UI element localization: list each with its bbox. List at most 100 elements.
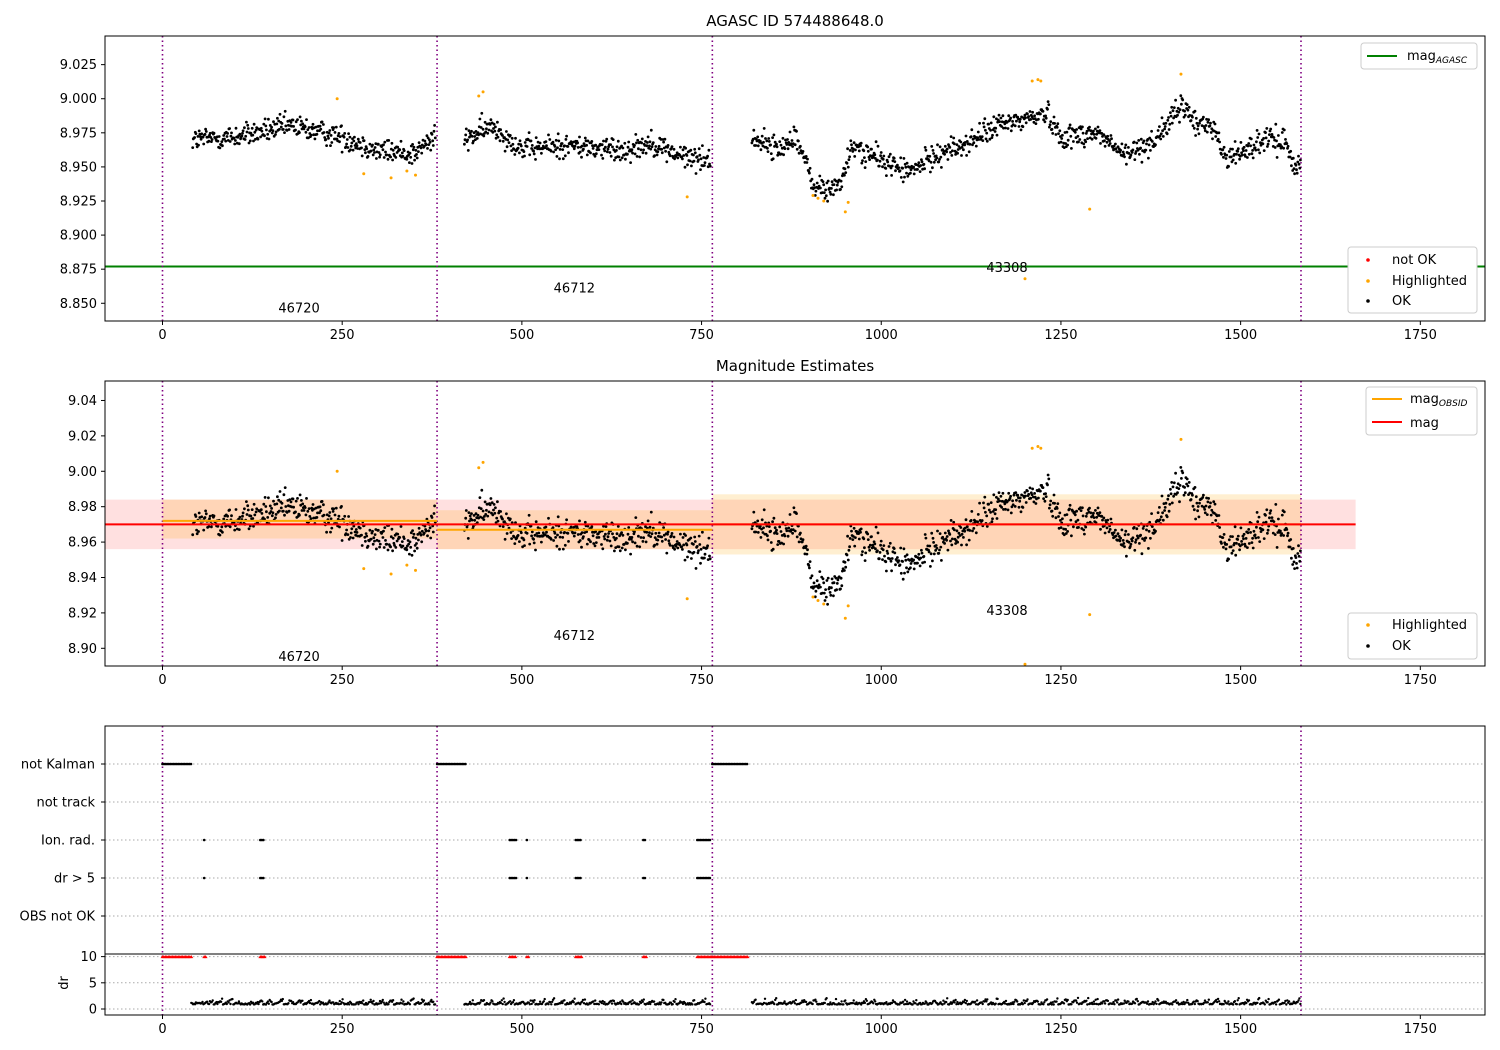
dr-point xyxy=(1136,1000,1140,1003)
ok-point xyxy=(408,151,412,155)
ok-point xyxy=(1137,139,1141,142)
ok-point xyxy=(537,144,541,148)
ok-point xyxy=(473,135,477,138)
ok-point xyxy=(603,149,607,153)
ok-point xyxy=(1277,134,1280,137)
ok-point xyxy=(597,148,601,152)
ok-point xyxy=(1202,115,1205,119)
ok-point xyxy=(1034,122,1038,125)
dr-point xyxy=(502,997,505,1000)
ok-point xyxy=(315,132,319,136)
ok-point xyxy=(228,140,232,143)
ok-point xyxy=(804,155,808,158)
ok-point xyxy=(1135,527,1139,531)
ok-point xyxy=(848,545,851,549)
dr-point xyxy=(201,1000,204,1004)
dr-point xyxy=(309,998,313,1002)
ok-point xyxy=(870,147,873,151)
x-tick-label: 500 xyxy=(509,1022,534,1037)
ok-point xyxy=(345,142,348,146)
ok-point xyxy=(941,535,945,539)
ok-point xyxy=(296,118,299,121)
ok-point xyxy=(259,126,263,130)
ok-point xyxy=(630,148,634,152)
ok-point xyxy=(375,157,378,160)
ok-point xyxy=(392,541,396,545)
ok-point xyxy=(1286,144,1290,148)
ok-point xyxy=(1050,127,1054,131)
dr-point xyxy=(983,1000,986,1003)
ok-point xyxy=(611,145,614,149)
dr-point xyxy=(647,1002,650,1006)
dr-point xyxy=(1045,998,1049,1001)
ok-point xyxy=(876,531,880,535)
flag-row-label: OBS not OK xyxy=(20,910,96,925)
ok-point xyxy=(1246,531,1250,535)
ok-point xyxy=(1209,131,1213,134)
ok-point xyxy=(270,514,274,518)
ok-point xyxy=(695,545,699,548)
ok-point xyxy=(860,553,864,557)
ok-point xyxy=(394,156,398,159)
dr-point xyxy=(348,1003,351,1006)
ok-point xyxy=(809,576,813,580)
ok-point xyxy=(706,544,709,548)
ok-point xyxy=(294,128,297,132)
ok-point xyxy=(797,151,801,155)
highlighted-point xyxy=(1036,78,1040,82)
ok-point xyxy=(472,514,476,517)
ok-point xyxy=(329,517,333,521)
ok-point xyxy=(633,530,636,534)
ok-point xyxy=(784,527,788,530)
dr-point xyxy=(704,997,707,1000)
highlighted-point xyxy=(1088,207,1092,211)
ok-point xyxy=(525,145,529,148)
ok-point xyxy=(775,145,779,149)
ok-point xyxy=(808,566,811,570)
ok-point xyxy=(642,536,645,540)
dr-capped-marker xyxy=(644,955,649,959)
ok-point xyxy=(1233,542,1236,545)
ok-point xyxy=(1270,516,1274,519)
ok-point xyxy=(1247,152,1251,156)
dr-point xyxy=(1226,1002,1229,1005)
ok-point xyxy=(960,543,963,547)
ok-point xyxy=(1299,158,1302,162)
dr-point xyxy=(340,1001,343,1004)
ok-point xyxy=(488,503,492,507)
ok-point xyxy=(220,140,224,144)
ok-point xyxy=(888,541,892,545)
dr-point xyxy=(902,1000,905,1003)
ok-point xyxy=(860,161,864,165)
ok-point xyxy=(1013,505,1017,508)
ok-point xyxy=(653,543,656,547)
ok-point xyxy=(399,139,403,143)
ok-point xyxy=(1218,140,1221,144)
ok-point xyxy=(938,158,941,161)
ok-point xyxy=(1133,158,1137,162)
ok-point xyxy=(1251,546,1255,550)
ok-point xyxy=(920,551,924,555)
ok-point xyxy=(280,122,284,125)
ok-point xyxy=(775,142,778,146)
ok-point xyxy=(795,535,799,539)
dr-point xyxy=(1122,1002,1126,1005)
ok-point xyxy=(358,141,362,144)
ok-point xyxy=(1019,128,1023,132)
ok-point xyxy=(1116,145,1120,149)
ok-point xyxy=(1100,132,1104,135)
ok-point xyxy=(995,495,998,499)
ok-point xyxy=(309,517,313,520)
dr-point xyxy=(600,1001,603,1005)
ok-point xyxy=(298,115,302,119)
ok-point xyxy=(1255,129,1259,132)
ok-point xyxy=(549,537,553,541)
ok-point xyxy=(917,552,921,556)
ok-point xyxy=(433,136,437,140)
ok-point xyxy=(701,144,704,148)
ok-point xyxy=(931,166,934,170)
ok-point xyxy=(644,151,648,155)
ok-point xyxy=(605,137,609,141)
ok-point xyxy=(1269,509,1273,512)
ok-point xyxy=(1206,120,1210,124)
